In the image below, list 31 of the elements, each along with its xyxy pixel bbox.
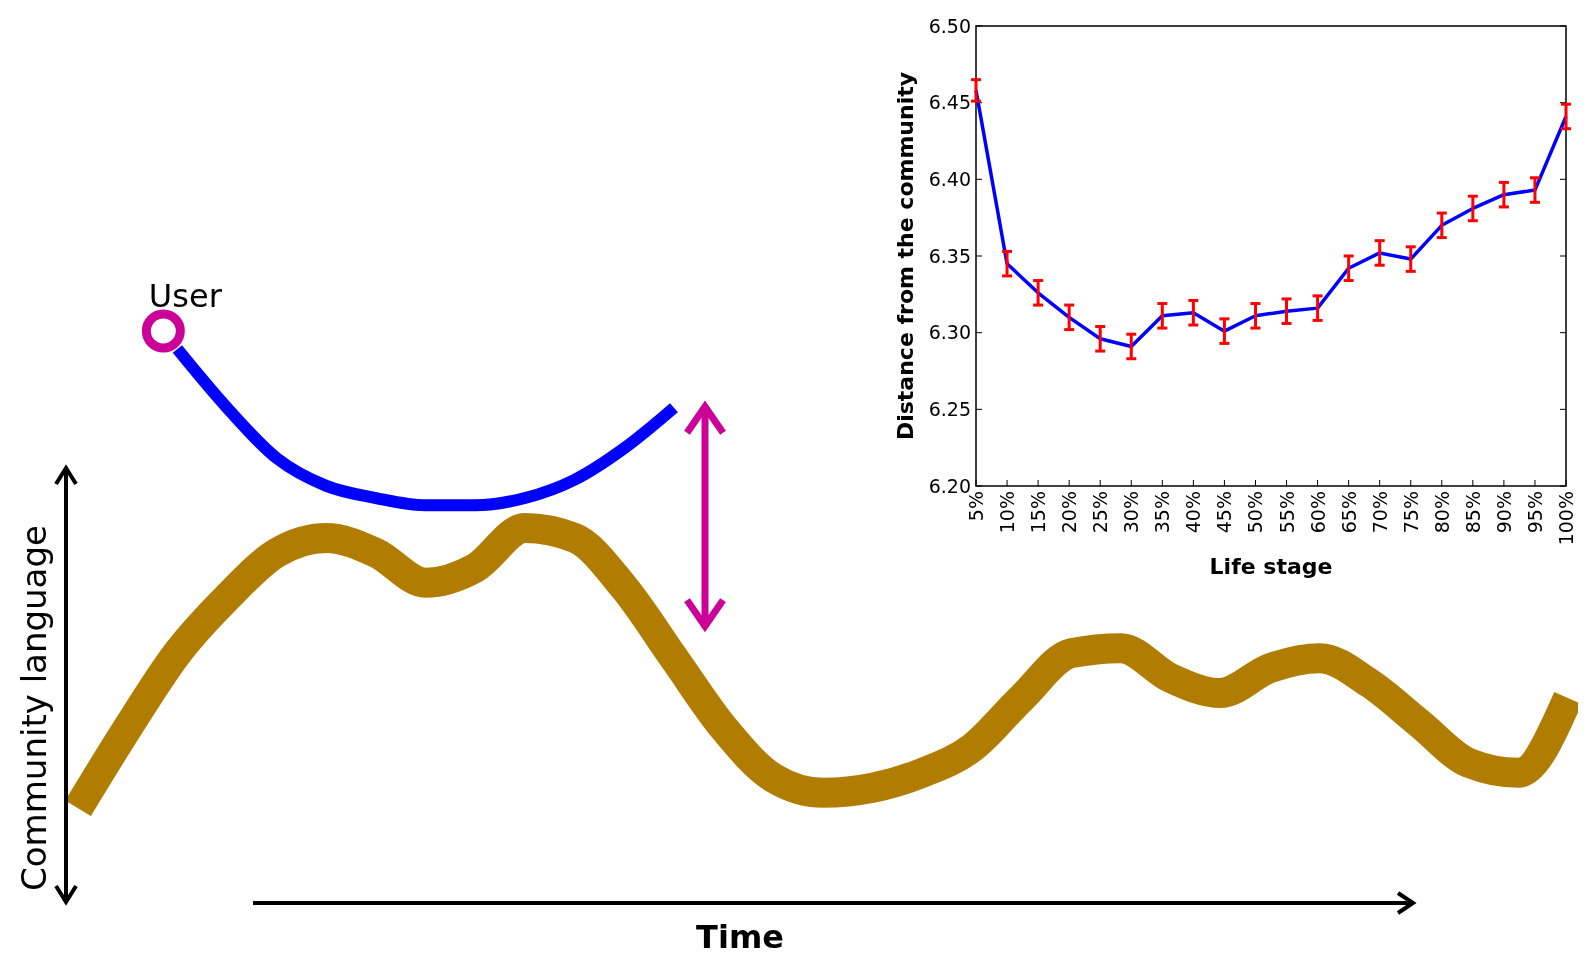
y-axis-title: Distance from the community (893, 71, 918, 441)
x-tick-label: 85% (1461, 491, 1484, 534)
x-tick-label: 30% (1120, 491, 1143, 534)
x-axis-title: Time (696, 918, 784, 956)
x-tick-label: 65% (1337, 491, 1360, 534)
y-axis-title: Community language (14, 525, 54, 891)
text: User (148, 277, 223, 315)
x-tick-label: 35% (1151, 491, 1174, 534)
x-tick-label: 90% (1492, 491, 1515, 534)
x-tick-label: 95% (1523, 491, 1546, 534)
y-tick-label: 6.40 (928, 167, 971, 190)
y-tick-label: 6.45 (928, 91, 971, 114)
x-tick-label: 25% (1089, 491, 1112, 534)
x-axis-title: Life stage (1209, 554, 1333, 579)
x-tick-label: 70% (1368, 491, 1391, 534)
x-tick-label: 20% (1058, 491, 1081, 534)
y-tick-label: 6.50 (928, 14, 971, 37)
x-tick-label: 15% (1027, 491, 1050, 534)
x-tick-label: 45% (1213, 491, 1236, 534)
y-tick-label: 6.25 (928, 397, 971, 420)
x-tick-label: 55% (1275, 491, 1298, 534)
x-tick-label: 40% (1182, 491, 1205, 534)
x-tick-label: 10% (996, 491, 1019, 534)
y-tick-label: 6.30 (928, 321, 971, 344)
line-series (974, 88, 1568, 349)
y-tick-label: 6.35 (928, 244, 971, 267)
x-tick-label: 60% (1306, 491, 1329, 534)
x-tick-label: 75% (1399, 491, 1422, 534)
x-tick-label: 100% (1555, 491, 1577, 546)
x-tick-label: 80% (1430, 491, 1453, 534)
x-tick-label: 50% (1244, 491, 1267, 534)
